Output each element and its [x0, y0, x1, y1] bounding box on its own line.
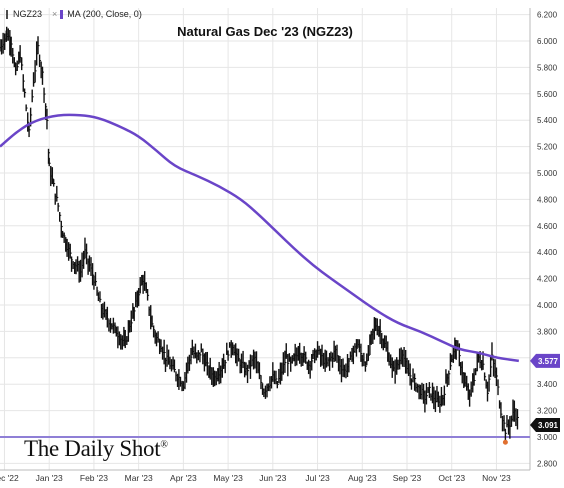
x-tick-label: Oct '23 [438, 473, 465, 483]
x-axis: Dec '22 Jan '23 Feb '23 Mar '23 Apr '23 May '… [0, 469, 530, 483]
x-tick-label: Jun '23 [259, 473, 286, 483]
y-tick-label: 4.400 [537, 248, 558, 257]
y-tick-label: 4.800 [537, 195, 558, 204]
y-tick-label: 6.000 [537, 37, 558, 46]
ma-last-value-badge-bg [530, 353, 560, 368]
ma-last-value-badge-label: 3.577 [538, 357, 559, 366]
low-point-marker [502, 439, 508, 445]
price-last-value-badge-bg [530, 417, 560, 432]
brand-logo: The Daily Shot® [24, 436, 168, 462]
ma-line [0, 113, 519, 363]
y-tick-label: 5.000 [537, 169, 558, 178]
close-icon[interactable]: × [52, 9, 58, 19]
y-tick-label: 5.400 [537, 116, 558, 125]
brand-text: The Daily Shot [24, 436, 161, 461]
y-tick-label: 3.800 [537, 327, 558, 336]
x-tick-label: Feb '23 [80, 473, 108, 483]
legend-item-ma[interactable]: × MA (200, Close, 0) [52, 9, 142, 19]
x-tick-label: May '23 [213, 473, 243, 483]
y-tick-label: 2.800 [537, 459, 558, 468]
chart-title: Natural Gas Dec '23 (NGZ23) [177, 24, 353, 39]
y-tick-label: 4.000 [537, 301, 558, 310]
last-value-badges: 3.577 3.091 [530, 353, 560, 432]
legend-item-price[interactable]: NGZ23 [4, 9, 42, 19]
y-tick-label: 5.200 [537, 143, 558, 152]
y-tick-label: 6.200 [537, 11, 558, 20]
ohlc-bar-icon [6, 9, 8, 19]
price-last-value-badge-label: 3.091 [538, 421, 559, 430]
registered-mark: ® [160, 439, 168, 451]
plot-area [0, 26, 530, 445]
price-series [0, 26, 519, 445]
y-tick-label: 5.600 [537, 90, 558, 99]
y-tick-label: 5.800 [537, 63, 558, 72]
x-tick-label: Jul '23 [305, 473, 330, 483]
x-tick-label: Apr '23 [170, 473, 197, 483]
legend-ma-label: MA (200, Close, 0) [67, 9, 142, 19]
y-tick-label: 3.200 [537, 407, 558, 416]
y-tick-label: 4.200 [537, 275, 558, 284]
gridlines [0, 8, 530, 470]
legend: NGZ23 × MA (200, Close, 0) [4, 9, 142, 19]
x-tick-label: Dec '22 [0, 473, 19, 483]
x-tick-label: Sep '23 [393, 473, 422, 483]
y-tick-label: 3.000 [537, 433, 558, 442]
x-tick-label: Jan '23 [36, 473, 63, 483]
x-tick-label: Nov '23 [482, 473, 511, 483]
y-axis: 6.200 6.000 5.800 5.600 5.400 5.200 5.000 4.800… [529, 8, 558, 470]
y-tick-label: 3.400 [537, 380, 558, 389]
legend-price-label: NGZ23 [13, 9, 43, 19]
ma-line-icon [60, 9, 64, 19]
x-tick-label: Mar '23 [125, 473, 153, 483]
x-tick-label: Aug '23 [348, 473, 377, 483]
y-tick-label: 4.600 [537, 222, 558, 231]
